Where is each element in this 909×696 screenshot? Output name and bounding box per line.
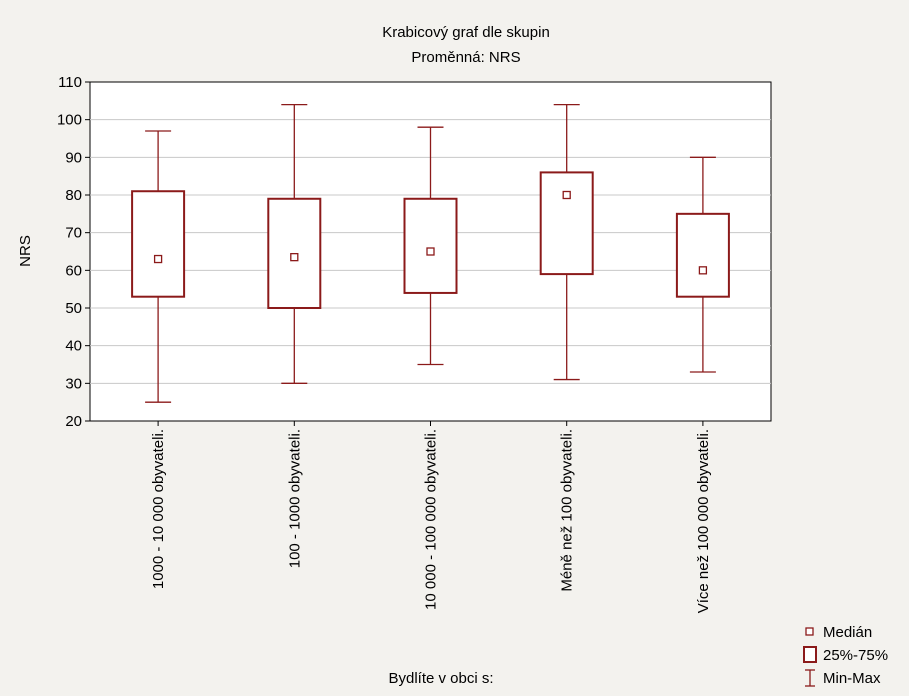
y-tick-label: 70 [65,225,82,242]
box-plot-group [675,156,730,373]
chart-title: Krabicový graf dle skupin [382,24,550,41]
box-plot-group [403,126,458,366]
y-tick-label: 30 [65,375,82,392]
box-plot-group [539,103,594,381]
x-tick-label: 100 - 1000 obyvateli. [286,429,303,568]
median-marker [698,266,708,275]
legend-box-label: 25%-75% [823,647,888,664]
y-tick-label: 60 [65,262,82,279]
iqr-box [403,197,458,294]
legend-median-icon [805,627,814,636]
legend-whisker-icon [805,669,815,687]
y-tick-label: 50 [65,300,82,317]
box-plot-group [267,103,322,384]
box-plot-group [131,130,186,403]
x-tick-label: 1000 - 10 000 obyvateli. [150,429,167,589]
legend: Medián 25%-75% Min-Max [803,624,888,687]
x-tick-label: Více než 100 000 obyvateli. [695,429,712,613]
legend-box-icon [803,646,817,663]
legend-median-label: Medián [823,624,872,641]
iqr-box [131,190,186,298]
y-tick-label: 90 [65,149,82,166]
legend-whisker-label: Min-Max [823,670,881,687]
y-tick-label: 40 [65,338,82,355]
y-tick-label: 20 [65,413,82,430]
median-marker [290,252,299,262]
x-tick-label: Méně než 100 obyvateli. [559,429,576,592]
y-tick-label: 100 [57,112,82,129]
x-axis-label: Bydlíte v obci s: [388,670,493,687]
iqr-box [539,171,594,276]
median-marker [426,247,435,256]
y-tick-label: 110 [58,74,82,91]
x-tick-label: 10 000 - 100 000 obyvateli. [423,429,440,610]
y-axis-label: NRS [17,235,34,267]
iqr-box [675,212,730,298]
y-tick-label: 80 [65,187,82,204]
median-marker [562,190,571,200]
chart-subtitle: Proměnná: NRS [411,49,520,66]
median-marker [153,254,163,264]
